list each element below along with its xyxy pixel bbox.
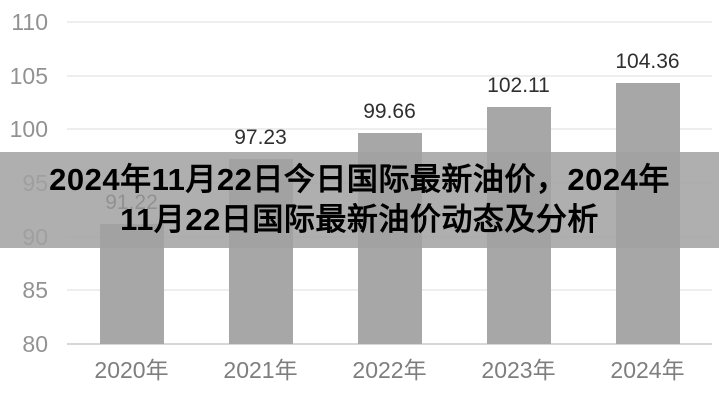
y-tick-label: 80: [22, 331, 48, 357]
bar-value-label: 99.66: [363, 99, 416, 123]
y-tick-label: 100: [9, 116, 48, 143]
bar-value-label: 104.36: [615, 49, 680, 73]
x-tick-label: 2021年: [223, 357, 298, 383]
page-title-line-2: 11月22日国际最新油价动态及分析: [120, 202, 599, 237]
x-tick-label: 2020年: [94, 357, 169, 383]
x-tick-label: 2022年: [352, 357, 427, 383]
y-tick-label: 85: [22, 277, 48, 304]
title-banner: 2024年11月22日今日国际最新油价，2024年 11月22日国际最新油价动态…: [0, 152, 719, 248]
gridline: [67, 128, 712, 131]
page-title-line-1: 2024年11月22日今日国际最新油价，2024年: [49, 162, 670, 197]
x-tick-label: 2023年: [481, 357, 556, 383]
bar-value-label: 102.11: [487, 73, 550, 97]
y-tick-label: 105: [9, 62, 48, 89]
y-tick-label: 110: [11, 9, 48, 35]
x-tick-label: 2024年: [610, 357, 685, 383]
bar-value-label: 97.23: [234, 126, 287, 150]
gridline: [67, 74, 712, 77]
gridline: [67, 21, 712, 23]
x-axis-line: [67, 343, 712, 345]
